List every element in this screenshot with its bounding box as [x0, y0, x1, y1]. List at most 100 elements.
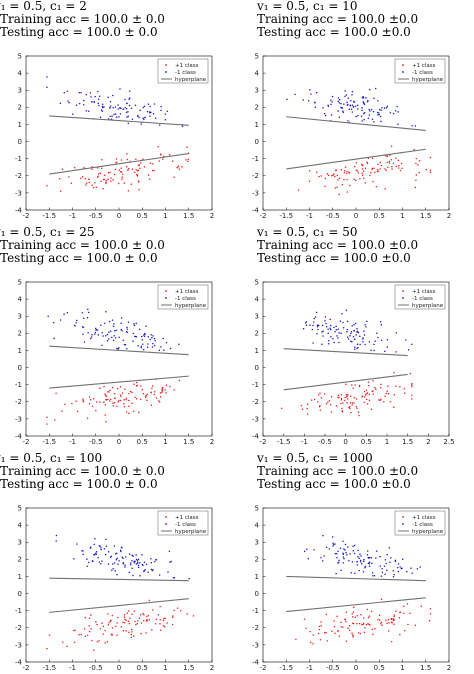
- point-minus-class: [359, 553, 361, 555]
- x-tick-label: 0: [117, 212, 121, 220]
- point-plus-class: [123, 621, 126, 624]
- point-minus-class: [119, 88, 121, 90]
- point-minus-class: [346, 101, 348, 103]
- point-minus-class: [105, 334, 107, 337]
- point-plus-class: [414, 624, 417, 627]
- point-plus-class: [54, 419, 56, 421]
- point-plus-class: [173, 389, 175, 391]
- point-plus-class: [72, 629, 75, 632]
- point-plus-class: [158, 160, 161, 162]
- point-plus-class: [305, 627, 307, 630]
- point-minus-class: [379, 115, 382, 118]
- point-minus-class: [122, 557, 124, 559]
- point-minus-class: [82, 553, 84, 555]
- point-plus-class: [317, 632, 320, 635]
- point-plus-class: [125, 411, 128, 413]
- point-minus-class: [127, 110, 129, 113]
- x-tick-label: -0.5: [318, 438, 332, 446]
- subplot-5: v₁ = 0.5, c₁ = 100 Training acc = 100.0 …: [0, 452, 237, 674]
- point-minus-class: [83, 341, 86, 343]
- point-plus-class: [330, 411, 333, 413]
- point-plus-class: [345, 620, 347, 623]
- point-minus-class: [129, 563, 132, 566]
- point-plus-class: [375, 185, 378, 188]
- point-minus-class: [96, 329, 99, 331]
- point-minus-class: [390, 557, 392, 559]
- point-plus-class: [129, 390, 132, 393]
- point-minus-class: [111, 336, 113, 339]
- point-minus-class: [132, 555, 134, 557]
- point-plus-class: [113, 402, 116, 404]
- point-plus-class: [345, 611, 348, 613]
- point-plus-class: [370, 171, 372, 174]
- point-plus-class: [301, 408, 304, 411]
- point-plus-class: [325, 613, 328, 616]
- point-minus-class: [123, 343, 126, 346]
- point-minus-class: [120, 322, 122, 325]
- point-minus-class: [140, 123, 142, 125]
- point-plus-class: [84, 616, 87, 619]
- point-plus-class: [415, 174, 418, 176]
- point-minus-class: [166, 110, 169, 113]
- point-plus-class: [338, 177, 341, 180]
- x-tick-label: -1: [301, 438, 308, 446]
- point-minus-class: [385, 107, 388, 109]
- point-minus-class: [374, 87, 377, 90]
- y-tick-label: -1: [252, 381, 259, 389]
- point-minus-class: [338, 559, 340, 561]
- point-plus-class: [163, 626, 166, 628]
- point-minus-class: [140, 345, 143, 347]
- point-minus-class: [118, 560, 120, 562]
- point-plus-class: [148, 178, 151, 180]
- point-minus-class: [325, 325, 328, 328]
- point-minus-class: [108, 338, 110, 340]
- legend-marker-plus: [165, 290, 167, 292]
- point-plus-class: [340, 397, 343, 400]
- point-minus-class: [66, 311, 69, 314]
- point-minus-class: [322, 330, 324, 332]
- point-minus-class: [124, 107, 126, 109]
- point-plus-class: [355, 169, 358, 171]
- point-minus-class: [362, 95, 364, 98]
- point-plus-class: [341, 183, 344, 186]
- point-plus-class: [127, 610, 130, 612]
- y-tick-label: 4: [18, 522, 23, 530]
- point-minus-class: [86, 316, 89, 319]
- point-minus-class: [112, 325, 115, 327]
- point-plus-class: [351, 622, 354, 624]
- point-plus-class: [320, 625, 322, 627]
- point-minus-class: [121, 556, 123, 558]
- point-minus-class: [110, 118, 113, 120]
- point-minus-class: [354, 322, 357, 325]
- point-minus-class: [352, 545, 354, 548]
- point-plus-class: [89, 399, 92, 401]
- point-plus-class: [157, 400, 160, 402]
- point-plus-class: [91, 184, 93, 186]
- point-plus-class: [385, 169, 388, 172]
- point-minus-class: [363, 330, 365, 332]
- point-plus-class: [399, 633, 401, 636]
- point-minus-class: [97, 102, 100, 105]
- point-minus-class: [141, 338, 144, 341]
- point-plus-class: [380, 598, 383, 601]
- point-minus-class: [365, 326, 367, 328]
- legend-marker-minus: [402, 297, 404, 299]
- point-minus-class: [354, 346, 356, 348]
- point-plus-class: [370, 408, 373, 410]
- y-tick-label: 5: [255, 278, 259, 286]
- x-tick-label: -2: [23, 438, 30, 446]
- point-plus-class: [61, 410, 63, 412]
- point-plus-class: [102, 625, 105, 628]
- point-plus-class: [351, 632, 353, 635]
- legend-marker-minus: [165, 297, 167, 299]
- point-plus-class: [327, 401, 329, 404]
- point-plus-class: [187, 160, 189, 162]
- point-minus-class: [356, 104, 359, 106]
- point-minus-class: [152, 112, 155, 115]
- point-minus-class: [410, 567, 412, 569]
- point-minus-class: [320, 557, 322, 559]
- point-minus-class: [124, 566, 126, 568]
- point-minus-class: [139, 562, 141, 564]
- point-minus-class: [353, 552, 356, 555]
- point-minus-class: [373, 97, 375, 99]
